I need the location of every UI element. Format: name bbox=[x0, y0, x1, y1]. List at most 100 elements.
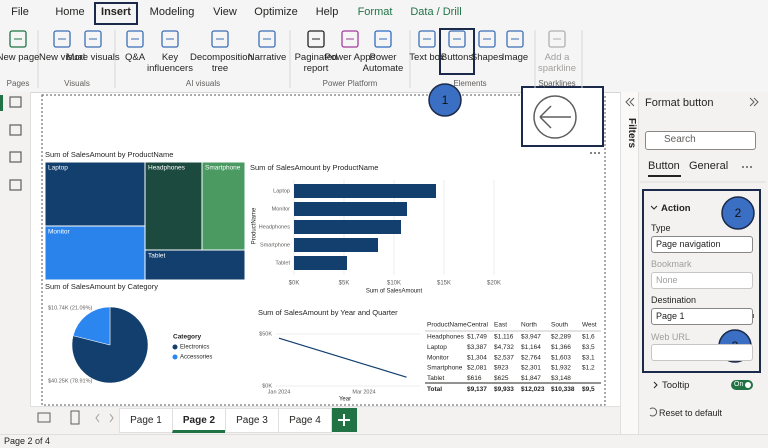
ribbon-group-label: Pages bbox=[6, 79, 30, 88]
menu-tab[interactable]: Data / Drill bbox=[410, 6, 462, 18]
x-tick-label: $15K bbox=[437, 281, 451, 287]
legend-marker bbox=[172, 354, 178, 360]
table-cell: $2,289 bbox=[551, 334, 571, 341]
ribbon-icon bbox=[307, 30, 325, 48]
ribbon-button[interactable]: Paginated report bbox=[294, 52, 338, 74]
ribbon-button[interactable]: Shapes bbox=[470, 52, 504, 63]
table-cell: Smartphone bbox=[427, 365, 463, 372]
mobile-layout-icon[interactable] bbox=[70, 410, 80, 425]
table-cell: $1,749 bbox=[467, 334, 487, 341]
menu-tab[interactable]: View bbox=[213, 6, 237, 18]
ribbon-button[interactable]: Power Automate bbox=[362, 52, 404, 74]
destination-dropdown[interactable] bbox=[651, 308, 753, 325]
ribbon-button[interactable]: Q&A bbox=[124, 52, 146, 63]
visual-title: Sum of SalesAmount by ProductName bbox=[250, 163, 378, 172]
action-heading[interactable]: Action bbox=[661, 203, 691, 214]
ribbon-icon bbox=[478, 30, 496, 48]
table-cell: $1,304 bbox=[467, 354, 487, 361]
table-cell: $1,2 bbox=[582, 365, 595, 372]
web-url-input bbox=[651, 344, 753, 361]
ribbon-button[interactable]: New page bbox=[0, 52, 40, 63]
table-cell: $1,116 bbox=[494, 334, 514, 341]
menu-tab[interactable]: Help bbox=[315, 6, 339, 18]
status-bar bbox=[0, 434, 768, 448]
ribbon-button[interactable]: Text box bbox=[409, 52, 445, 63]
treemap-cell bbox=[144, 249, 246, 281]
desktop-layout-icon[interactable] bbox=[37, 412, 51, 423]
table-cell: $1,366 bbox=[551, 344, 571, 351]
legend-marker bbox=[172, 344, 178, 350]
table-cell: Laptop bbox=[427, 344, 447, 351]
ribbon-button[interactable]: More visuals bbox=[66, 52, 120, 63]
page-tab[interactable]: Page 2 bbox=[172, 408, 226, 433]
action-chevron[interactable] bbox=[650, 205, 658, 210]
visual-menu-dots[interactable] bbox=[590, 152, 600, 154]
sidebar-icons bbox=[9, 96, 22, 191]
collapse-pane-icon[interactable] bbox=[749, 97, 759, 107]
table-view-icon[interactable] bbox=[9, 124, 22, 136]
ribbon-button[interactable]: Key influencers bbox=[147, 52, 193, 74]
table-cell: Monitor bbox=[427, 354, 450, 361]
menu-tab[interactable]: File bbox=[11, 6, 29, 18]
tab-general[interactable]: General bbox=[689, 160, 729, 172]
ribbon-button[interactable]: Decomposition tree bbox=[190, 52, 253, 74]
y-tick-label: Smartphone bbox=[260, 242, 290, 248]
ribbon-button[interactable]: Power Apps bbox=[324, 52, 376, 63]
page-tab[interactable]: Page 1 bbox=[119, 408, 173, 433]
view-sidebar bbox=[0, 92, 31, 434]
table-header: East bbox=[494, 322, 507, 329]
table-total: $10,338 bbox=[551, 386, 575, 393]
menu-tab[interactable]: Optimize bbox=[254, 6, 298, 18]
table-cell: $3,5 bbox=[582, 344, 595, 351]
table-cell: $3,947 bbox=[521, 334, 541, 341]
page-scroll-arrows[interactable] bbox=[95, 413, 114, 423]
x-tick-label: Mar 2024 bbox=[352, 389, 375, 395]
report-view-icon[interactable] bbox=[9, 96, 22, 108]
page-tab[interactable]: Page 4 bbox=[278, 408, 332, 433]
pane-title: Format button bbox=[645, 97, 714, 109]
ribbon-button[interactable]: New visual bbox=[39, 52, 85, 63]
page-tab[interactable]: Page 3 bbox=[225, 408, 279, 433]
ribbon-group-label: Visuals bbox=[64, 79, 90, 88]
ribbon-icon bbox=[374, 30, 392, 48]
model-view-icon[interactable] bbox=[9, 151, 22, 163]
ribbon-button[interactable]: Add a sparkline bbox=[537, 52, 577, 74]
ribbon-icon bbox=[506, 30, 524, 48]
search-box[interactable] bbox=[645, 131, 756, 150]
reset-default[interactable]: Reset to default bbox=[659, 408, 723, 418]
bar bbox=[294, 202, 407, 216]
table-cell: Headphones bbox=[427, 334, 465, 341]
menu-tab[interactable]: Modeling bbox=[149, 6, 195, 18]
menu-tab[interactable]: Format bbox=[357, 6, 393, 18]
y-tick-label: $0K bbox=[262, 383, 272, 389]
ribbon-button[interactable]: Buttons bbox=[440, 52, 474, 63]
table-cell: $1,164 bbox=[521, 344, 541, 351]
filters-strip[interactable] bbox=[620, 92, 639, 434]
menu-tab[interactable]: Insert bbox=[101, 6, 131, 18]
action-section-highlight bbox=[642, 189, 761, 373]
filters-label[interactable]: Filters bbox=[626, 118, 637, 149]
table-total: $9,5 bbox=[582, 386, 595, 393]
ribbon-button[interactable]: Image bbox=[501, 52, 529, 63]
tooltip-chevron[interactable] bbox=[653, 381, 658, 389]
type-dropdown[interactable] bbox=[651, 236, 753, 253]
tooltip-heading[interactable]: Tooltip bbox=[662, 380, 690, 391]
table-cell: $3,387 bbox=[467, 344, 487, 351]
annotation-marker bbox=[428, 83, 462, 117]
treemap-cell bbox=[144, 161, 203, 251]
bar bbox=[294, 256, 347, 270]
treemap-label: Smartphone bbox=[205, 165, 241, 172]
tab-button[interactable]: Button bbox=[648, 160, 680, 172]
menu-tab[interactable]: Home bbox=[55, 6, 85, 18]
table-header: South bbox=[551, 322, 568, 329]
expand-filters-icon[interactable] bbox=[625, 97, 635, 107]
table-total: Total bbox=[427, 386, 442, 393]
y-tick-label: Tablet bbox=[275, 260, 290, 266]
treemap-label: Monitor bbox=[48, 229, 71, 236]
ribbon-icon bbox=[126, 30, 144, 48]
y-axis-title: ProductName bbox=[252, 207, 258, 244]
dax-view-icon[interactable] bbox=[9, 179, 22, 191]
pie-slice bbox=[72, 306, 111, 346]
ribbon-button[interactable]: Narrative bbox=[247, 52, 287, 63]
pane-more-dots[interactable] bbox=[742, 166, 752, 168]
